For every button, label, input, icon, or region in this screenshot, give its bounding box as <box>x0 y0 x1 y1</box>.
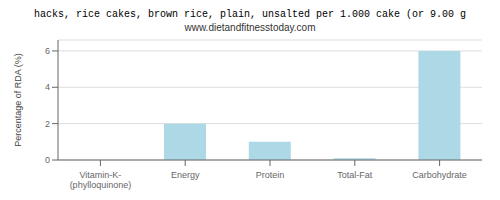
svg-text:6: 6 <box>45 46 50 56</box>
html-text:www.dietandfitnesstoday.com: www.dietandfitnesstoday.com <box>184 22 316 33</box>
svg-text:Percentage of RDA (%): Percentage of RDA (%) <box>13 53 23 147</box>
html-text:hacks, rice cakes, brown rice,: hacks, rice cakes, brown rice, plain, un… <box>34 9 466 20</box>
svg-text:Carbohydrate: Carbohydrate <box>412 170 467 180</box>
svg-text:2: 2 <box>45 119 50 129</box>
svg-text:Vitamin-K-(phylloquinone): Vitamin-K-(phylloquinone) <box>70 170 132 190</box>
svg-text:Protein: Protein <box>256 170 285 180</box>
svg-text:Total-Fat: Total-Fat <box>337 170 373 180</box>
svg-text:0: 0 <box>45 155 50 165</box>
svg-text:Energy: Energy <box>171 170 200 180</box>
svg-text:4: 4 <box>45 82 50 92</box>
